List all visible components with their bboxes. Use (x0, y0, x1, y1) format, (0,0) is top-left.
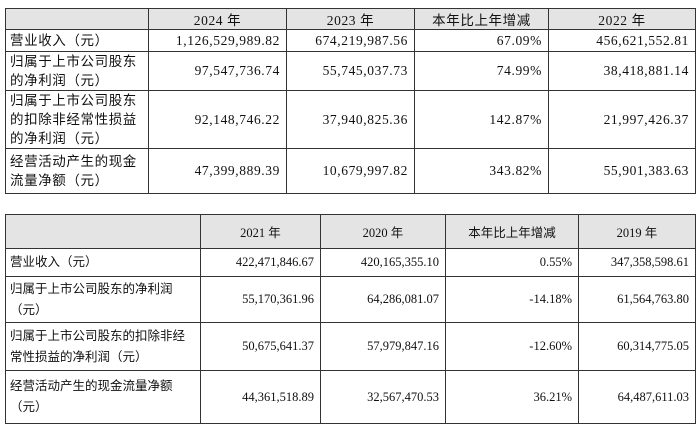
table-row: 归属于上市公司股东的净利润（元） 55,170,361.96 64,286,081.… (5, 276, 696, 323)
header-cell (5, 214, 201, 249)
value-cell: 21,997,426.37 (548, 90, 696, 149)
value-cell: 47,399,889.39 (148, 148, 287, 194)
value-cell: 55,170,361.96 (200, 276, 321, 323)
row-label: 营业收入（元） (5, 248, 201, 277)
value-cell: 55,745,037.73 (286, 51, 415, 91)
value-cell: 347,358,598.61 (578, 248, 696, 277)
header-row: 2024 年 2023 年本年比上年增减 2022 年 (5, 8, 696, 30)
table-row: 归属于上市公司股东的净利润（元） 97,547,736.74 55,745,037.… (5, 51, 696, 91)
value-cell: 420,165,355.10 (320, 248, 446, 277)
value-cell: 1,126,529,989.82 (148, 29, 287, 52)
value-cell: 97,547,736.74 (148, 51, 287, 91)
row-label: 归属于上市公司股东的净利润（元） (5, 51, 149, 91)
value-cell: 67.09% (414, 29, 549, 52)
row-label: 营业收入（元） (5, 29, 149, 52)
header-cell: 2020 年 (320, 214, 446, 249)
table-row: 经营活动产生的现金流量净额（元） 47,399,889.39 10,679,997.… (5, 148, 696, 194)
header-cell (5, 8, 149, 30)
value-cell: -12.60% (445, 322, 579, 371)
value-cell: 64,487,611.03 (578, 370, 696, 424)
row-label: 经营活动产生的现金流量净额（元） (5, 370, 201, 424)
table-row: 营业收入（元） 422,471,846.67 420,165,355.10 0.55%… (5, 248, 696, 277)
value-cell: 32,567,470.53 (320, 370, 446, 424)
table-row: 归属于上市公司股东的扣除非经常性损益的净利润（元） 92,148,746.22 37… (5, 90, 696, 149)
header-cell: 2023 年 (286, 8, 415, 30)
header-cell: 2019 年 (578, 214, 696, 249)
value-cell: 674,219,987.56 (286, 29, 415, 52)
header-cell: 2024 年 (148, 8, 287, 30)
value-cell: 92,148,746.22 (148, 90, 287, 149)
value-cell: 61,564,763.80 (578, 276, 696, 323)
value-cell: 57,979,847.16 (320, 322, 446, 371)
value-cell: 60,314,775.05 (578, 322, 696, 371)
row-label: 归属于上市公司股东的扣除非经常性损益的净利润（元） (5, 90, 149, 149)
row-label: 归属于上市公司股东的扣除非经常性损益的净利润（元） (5, 322, 201, 371)
financial-table-2: 2021 年 2020 年本年比上年增减 2019 年营业收入（元） 422,471,… (5, 214, 696, 424)
value-cell: 64,286,081.07 (320, 276, 446, 323)
table-row: 营业收入（元） 1,126,529,989.82 674,219,987.56 67.… (5, 29, 696, 52)
header-cell: 本年比上年增减 (414, 8, 549, 30)
value-cell: 50,675,641.37 (200, 322, 321, 371)
value-cell: 37,940,825.36 (286, 90, 415, 149)
value-cell: -14.18% (445, 276, 579, 323)
header-row: 2021 年 2020 年本年比上年增减 2019 年 (5, 214, 696, 249)
header-cell: 2022 年 (548, 8, 696, 30)
financial-table-1: 2024 年 2023 年本年比上年增减 2022 年营业收入（元） 1,126,52… (5, 8, 696, 194)
value-cell: 343.82% (414, 148, 549, 194)
value-cell: 0.55% (445, 248, 579, 277)
value-cell: 10,679,997.82 (286, 148, 415, 194)
row-label: 经营活动产生的现金流量净额（元） (5, 148, 149, 194)
row-label: 归属于上市公司股东的净利润（元） (5, 276, 201, 323)
value-cell: 38,418,881.14 (548, 51, 696, 91)
value-cell: 142.87% (414, 90, 549, 149)
value-cell: 456,621,552.81 (548, 29, 696, 52)
value-cell: 55,901,383.63 (548, 148, 696, 194)
value-cell: 422,471,846.67 (200, 248, 321, 277)
table-row: 归属于上市公司股东的扣除非经常性损益的净利润（元） 50,675,641.37 57… (5, 322, 696, 371)
table-row: 经营活动产生的现金流量净额（元） 44,361,518.89 32,567,470.… (5, 370, 696, 424)
header-cell: 2021 年 (200, 214, 321, 249)
value-cell: 44,361,518.89 (200, 370, 321, 424)
header-cell: 本年比上年增减 (445, 214, 579, 249)
value-cell: 36.21% (445, 370, 579, 424)
value-cell: 74.99% (414, 51, 549, 91)
